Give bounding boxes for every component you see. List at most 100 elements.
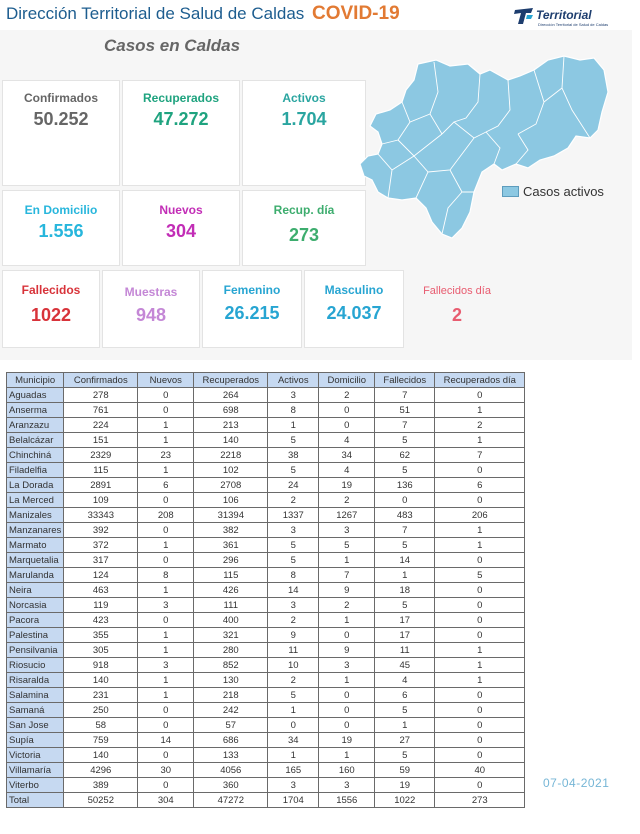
card-fallecidos: Fallecidos 1022 [2, 270, 100, 348]
table-cell: 102 [193, 462, 269, 478]
municipio-cell: Neira [5, 582, 65, 598]
table-cell: 0 [318, 402, 376, 418]
municipio-cell: Marmato [5, 537, 65, 553]
table-cell: 7 [318, 567, 376, 583]
table-cell: 14 [267, 582, 320, 598]
table-cell: 2 [267, 492, 320, 508]
table-cell: 761 [63, 402, 139, 418]
table-cell: 31394 [193, 507, 269, 523]
municipio-cell: Marquetalia [5, 552, 65, 568]
card-activos: Activos 1.704 [242, 80, 366, 186]
table-cell: 19 [374, 777, 436, 793]
table-cell: 45 [374, 657, 436, 673]
table-cell: 0 [434, 387, 526, 403]
table-body: Aguadas 278 0 264 3 2 7 0 Anserma 761 0 698 8 0 51 1 Ara… [5, 387, 526, 808]
table-cell: 151 [63, 432, 139, 448]
table-cell: 4056 [193, 762, 269, 778]
table-row: Viterbo 389 0 360 3 3 19 0 [5, 777, 526, 793]
table-cell: 1 [137, 687, 195, 703]
table-cell: 1 [267, 702, 320, 718]
table-cell: 0 [137, 402, 195, 418]
table-row: Belalcázar 151 1 140 5 4 5 1 [5, 432, 526, 448]
table-cell: 4 [318, 462, 376, 478]
table-row: Neira 463 1 426 14 9 18 0 [5, 582, 526, 598]
table-cell: 106 [193, 492, 269, 508]
table-cell: 5 [267, 687, 320, 703]
table-cell: 0 [434, 552, 526, 568]
table-cell: 1 [434, 537, 526, 553]
table-cell: 8 [267, 402, 320, 418]
municipio-cell: Manzanares [5, 522, 65, 538]
table-row: Palestina 355 1 321 9 0 17 0 [5, 627, 526, 643]
table-row: Supía 759 14 686 34 19 27 0 [5, 732, 526, 748]
table-cell: 206 [434, 507, 526, 523]
nuevos-value: 304 [165, 221, 197, 241]
table-cell: 57 [193, 717, 269, 733]
card-fallecidos-dia: Fallecidos día 2 [406, 270, 508, 348]
table-row: Aguadas 278 0 264 3 2 7 0 [5, 387, 526, 403]
table-cell: 136 [374, 477, 436, 493]
table-cell: 2 [318, 387, 376, 403]
table-cell: 0 [137, 717, 195, 733]
table-cell: 38 [267, 447, 320, 463]
table-cell: 1 [318, 747, 376, 763]
table-cell: 1022 [374, 792, 436, 808]
table-cell: 1 [137, 627, 195, 643]
municipio-cell: Aranzazu [5, 417, 65, 433]
table-cell: 9 [318, 642, 376, 658]
table-cell: 1 [137, 642, 195, 658]
recup-dia-label: Recup. día [273, 203, 335, 217]
table-cell: 423 [63, 612, 139, 628]
table-cell: 1 [267, 417, 320, 433]
table-cell: 304 [137, 792, 195, 808]
table-cell: 111 [193, 597, 269, 613]
table-cell: 250 [63, 702, 139, 718]
table-cell: 109 [63, 492, 139, 508]
fallecidos-label: Fallecidos [21, 283, 81, 297]
table-cell: 392 [63, 522, 139, 538]
table-cell: 0 [318, 687, 376, 703]
table-cell: 0 [374, 492, 436, 508]
table-cell: 59 [374, 762, 436, 778]
table-cell: 2891 [63, 477, 139, 493]
municipio-cell: Pacora [5, 612, 65, 628]
territorial-logo: Territorial Dirección Territorial de Sal… [514, 5, 632, 29]
table-cell: 0 [137, 552, 195, 568]
table-cell: 34 [267, 732, 320, 748]
table-cell: 19 [318, 732, 376, 748]
femenino-value: 26.215 [224, 303, 280, 323]
table-cell: 8 [137, 567, 195, 583]
logo-subtext: Dirección Territorial de Salud de Caldas [538, 22, 609, 27]
table-cell: 0 [137, 747, 195, 763]
col-header: Domicilio [318, 372, 376, 388]
municipio-cell: Manizales [5, 507, 65, 523]
table-cell: 5 [374, 702, 436, 718]
municipio-cell: Villamaría [5, 762, 65, 778]
confirmados-label: Confirmados [23, 91, 98, 105]
domicilio-value: 1.556 [38, 221, 84, 241]
recuperados-value: 47.272 [153, 109, 209, 129]
table-cell: 400 [193, 612, 269, 628]
table-cell: 3 [137, 597, 195, 613]
table-cell: 133 [193, 747, 269, 763]
table-cell: 30 [137, 762, 195, 778]
map-region-fill [359, 55, 609, 239]
table-cell: 5 [267, 462, 320, 478]
table-cell: 23 [137, 447, 195, 463]
card-en-domicilio: En Domicilio 1.556 [2, 190, 120, 266]
table-cell: 0 [137, 702, 195, 718]
table-cell: 2 [434, 417, 526, 433]
table-cell: 5 [434, 567, 526, 583]
legend-label: Casos activos [523, 184, 604, 199]
municipio-cell: Victoria [5, 747, 65, 763]
confirmados-value: 50.252 [33, 109, 89, 129]
table-cell: 40 [434, 762, 526, 778]
table-cell: 372 [63, 537, 139, 553]
table-cell: 4296 [63, 762, 139, 778]
table-cell: 3 [318, 522, 376, 538]
table-cell: 0 [318, 702, 376, 718]
table-cell: 24 [267, 477, 320, 493]
table-row: Marulanda 124 8 115 8 7 1 5 [5, 567, 526, 583]
table-cell: 2708 [193, 477, 269, 493]
table-cell: 1 [137, 432, 195, 448]
